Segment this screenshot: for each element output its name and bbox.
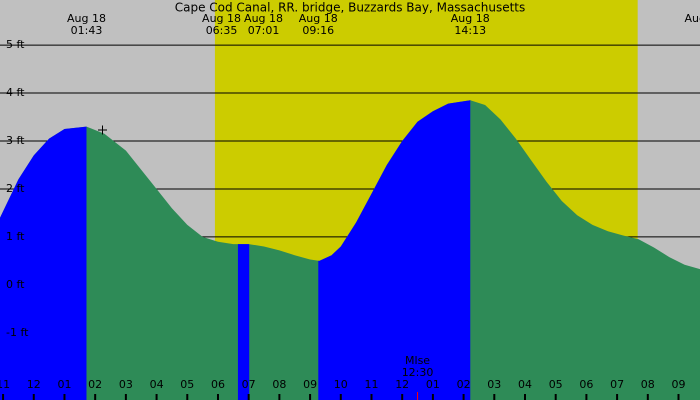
y-tick-label: 2 ft: [6, 182, 25, 195]
x-tick-label: 05: [180, 378, 194, 391]
now-label: Mlse: [405, 354, 430, 367]
y-tick-label: -1 ft: [6, 326, 29, 339]
event-date: Aug 18: [685, 12, 700, 25]
event-time: 06:35: [206, 24, 238, 37]
x-tick-label: 12: [27, 378, 41, 391]
event-date: Aug 18: [244, 12, 283, 25]
x-tick-label: 07: [242, 378, 256, 391]
x-tick-label: 07: [610, 378, 624, 391]
x-tick-label: 02: [88, 378, 102, 391]
x-tick-label: 01: [426, 378, 440, 391]
x-tick-label: 11: [364, 378, 378, 391]
y-tick-label: 0 ft: [6, 278, 25, 291]
x-tick-label: 01: [57, 378, 71, 391]
event-time: 14:13: [454, 24, 486, 37]
x-tick-label: 03: [487, 378, 501, 391]
y-tick-label: 5 ft: [6, 38, 25, 51]
event-date: Aug 18: [451, 12, 490, 25]
x-tick-label: 04: [518, 378, 532, 391]
cursor-cross: [98, 125, 107, 135]
x-tick-label: 12: [395, 378, 409, 391]
x-tick-label: 04: [150, 378, 164, 391]
x-tick-label: 06: [579, 378, 593, 391]
event-date: Aug 18: [299, 12, 338, 25]
x-tick-label: 08: [641, 378, 655, 391]
now-time: 12:30: [402, 366, 434, 379]
y-tick-label: 4 ft: [6, 86, 25, 99]
x-tick-label: 10: [334, 378, 348, 391]
x-tick-label: 02: [457, 378, 471, 391]
x-tick-label: 08: [272, 378, 286, 391]
x-tick-label: 05: [549, 378, 563, 391]
chart-title: Cape Cod Canal, RR. bridge, Buzzards Bay…: [175, 1, 526, 15]
x-tick-label: 09: [672, 378, 686, 391]
event-time: 09:16: [302, 24, 334, 37]
event-date: Aug 18: [202, 12, 241, 25]
rising-span: [237, 100, 250, 400]
x-tick-label: 06: [211, 378, 225, 391]
event-date: Aug 18: [67, 12, 106, 25]
event-time: 01:43: [71, 24, 103, 37]
y-tick-label: 1 ft: [6, 230, 25, 243]
event-time: 07:01: [248, 24, 280, 37]
x-tick-label: 03: [119, 378, 133, 391]
y-tick-label: 3 ft: [6, 134, 25, 147]
x-tick-label: 11: [0, 378, 10, 391]
x-tick-label: 09: [303, 378, 317, 391]
